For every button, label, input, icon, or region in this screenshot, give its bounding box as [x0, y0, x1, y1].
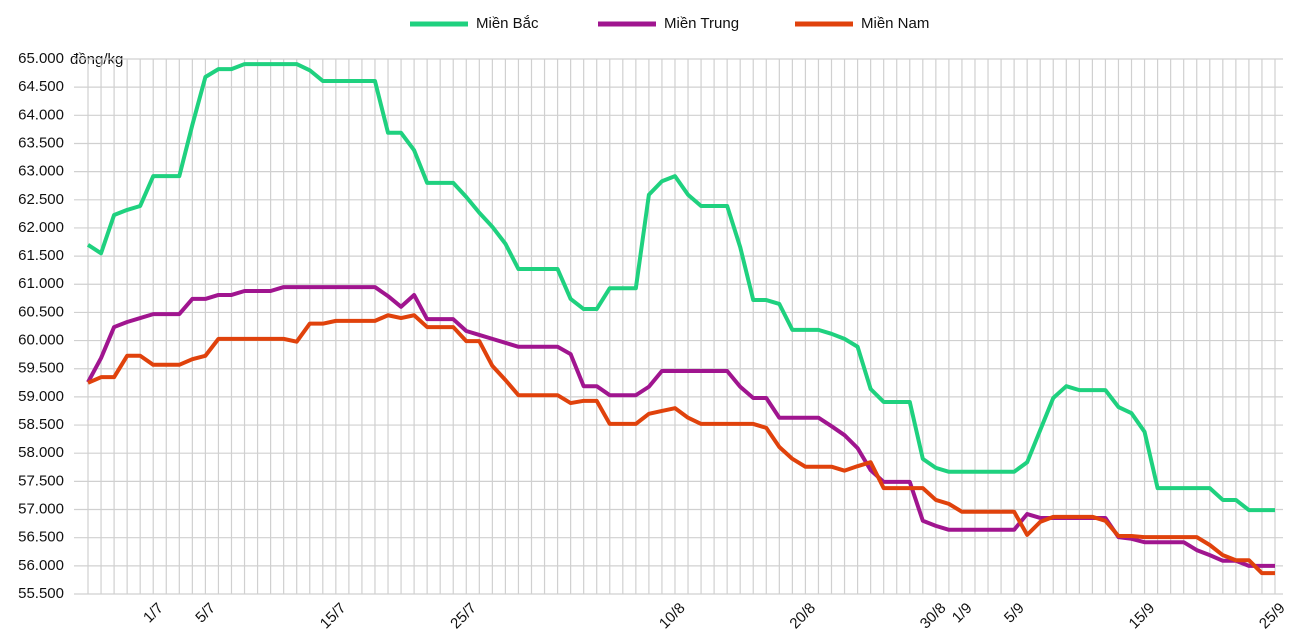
- y-tick-label: 59.000: [18, 388, 64, 405]
- y-tick-label: 61.500: [18, 247, 64, 264]
- x-tick-label: 20/8: [786, 600, 819, 633]
- legend-label: Miền Nam: [861, 15, 929, 32]
- y-tick-label: 59.500: [18, 360, 64, 377]
- legend-label: Miền Trung: [664, 15, 739, 32]
- x-tick-label: 25/7: [447, 600, 480, 633]
- series-line: [86, 62, 1275, 513]
- y-tick-label: 58.500: [18, 416, 64, 433]
- y-tick-label: 61.000: [18, 275, 64, 292]
- y-tick-label: 60.000: [18, 332, 64, 349]
- y-tick-label: 55.500: [18, 585, 64, 602]
- x-tick-label: 10/8: [656, 600, 689, 633]
- y-tick-label: 60.500: [18, 303, 64, 320]
- x-tick-label: 25/9: [1256, 600, 1289, 633]
- y-tick-label: 57.000: [18, 500, 64, 517]
- y-tick-label: 63.500: [18, 134, 64, 151]
- x-tick-label: 5/9: [1001, 600, 1028, 627]
- y-tick-label: 62.500: [18, 191, 64, 208]
- x-tick-label: 1/7: [140, 600, 167, 627]
- y-tick-label: 64.000: [18, 106, 64, 123]
- y-tick-label: 56.500: [18, 529, 64, 546]
- y-tick-label: 56.000: [18, 557, 64, 574]
- x-tick-label: 15/9: [1126, 600, 1159, 633]
- x-tick-label: 5/7: [192, 600, 219, 627]
- x-tick-label: 15/7: [317, 600, 350, 633]
- y-tick-label: 65.000: [18, 50, 64, 67]
- x-tick-label: 1/9: [949, 600, 976, 627]
- y-tick-label: 64.500: [18, 78, 64, 95]
- y-tick-label: 63.000: [18, 163, 64, 180]
- y-tick-label: 62.000: [18, 219, 64, 236]
- x-tick-label: 30/8: [917, 600, 950, 633]
- series-line: [87, 313, 1275, 576]
- y-tick-label: 57.500: [18, 472, 64, 489]
- y-tick-label: 58.000: [18, 444, 64, 461]
- legend-label: Miền Bắc: [476, 15, 539, 32]
- series-line: [86, 285, 1275, 568]
